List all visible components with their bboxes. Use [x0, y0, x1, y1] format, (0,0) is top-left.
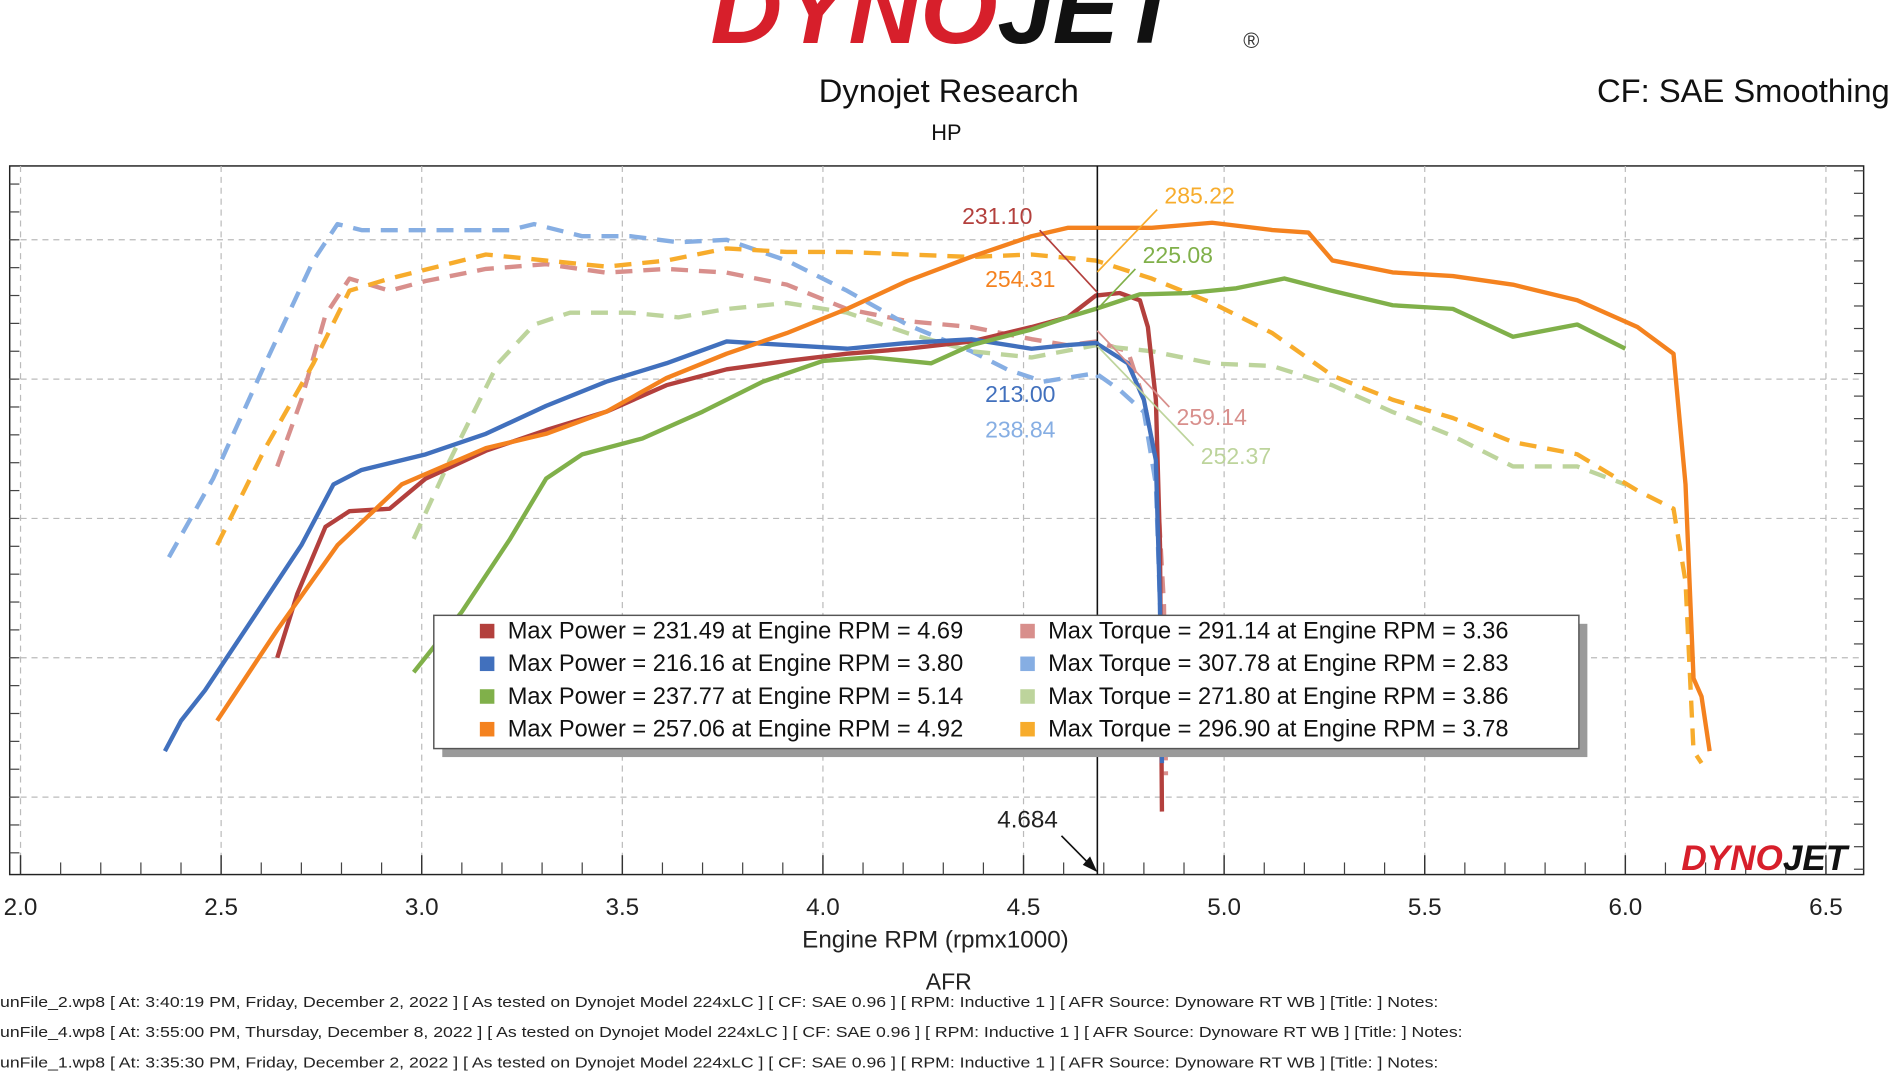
series-line	[275, 290, 1165, 812]
x-tick-label: 5.5	[1408, 894, 1442, 921]
legend-label: Max Torque = 271.80 at Engine RPM = 3.86	[1048, 684, 1508, 710]
readout-arrow	[1039, 229, 1098, 294]
cursor-arrowhead	[1082, 856, 1098, 873]
readout-arrow	[1096, 268, 1137, 310]
afr-label: AFR	[926, 969, 972, 995]
plot-area	[8, 165, 1865, 876]
legend-box	[433, 614, 1580, 750]
series-line	[167, 221, 1165, 764]
legend-label: Max Torque = 291.14 at Engine RPM = 3.36	[1048, 619, 1508, 645]
footer-line: unFile_4.wp8 [ At: 3:55:00 PM, Thursday,…	[0, 1024, 1463, 1041]
x-tick-label: 3.5	[605, 894, 639, 921]
readout-label: 225.08	[1143, 242, 1213, 268]
watermark-part: JET	[1783, 840, 1850, 879]
chart-subtitle: HP	[931, 120, 961, 145]
logo-mark: ®	[1243, 28, 1259, 53]
x-tick-label: 5.0	[1207, 894, 1241, 921]
series-line	[411, 276, 1627, 674]
readout-point	[1095, 374, 1100, 379]
series-line	[275, 262, 1169, 776]
legend-swatch	[1020, 656, 1035, 672]
x-tick-label: 3.0	[405, 894, 439, 921]
series-line	[411, 300, 1627, 540]
legend-label: Max Power = 216.16 at Engine RPM = 3.80	[508, 651, 963, 677]
legend-label: Max Torque = 296.90 at Engine RPM = 3.78	[1048, 717, 1508, 743]
cursor-label: 4.684	[997, 807, 1058, 834]
x-tick-label: 6.0	[1608, 894, 1642, 921]
readout-label: 238.84	[985, 416, 1056, 442]
watermark-part: DYNO	[1681, 840, 1783, 879]
legend-label: Max Torque = 307.78 at Engine RPM = 2.83	[1048, 651, 1508, 677]
x-tick-label: 4.5	[1007, 894, 1041, 921]
legend-label: Max Power = 257.06 at Engine RPM = 4.92	[508, 717, 963, 743]
legend-swatch	[479, 689, 495, 704]
readout-arrow	[1096, 345, 1195, 447]
legend-swatch	[479, 721, 495, 737]
x-tick-label: 6.5	[1809, 894, 1843, 921]
logo-part: JET	[998, 0, 1188, 65]
correction-label: CF: SAE Smoothing	[1597, 72, 1890, 109]
legend-swatch	[1020, 721, 1035, 737]
readout-label: 213.00	[985, 381, 1055, 407]
series-line	[215, 246, 1704, 765]
legend-swatch	[1020, 623, 1035, 639]
legend-label: Max Power = 231.49 at Engine RPM = 4.69	[508, 619, 963, 645]
legend-label: Max Power = 237.77 at Engine RPM = 5.14	[508, 684, 963, 710]
x-tick-label: 2.5	[204, 894, 238, 921]
readout-arrow	[1096, 330, 1170, 408]
legend-swatch	[1020, 689, 1035, 704]
legend-swatch	[479, 623, 495, 639]
x-tick-label: 2.0	[4, 894, 38, 921]
readout-label: 254.31	[985, 266, 1055, 292]
readout-label: 259.14	[1177, 404, 1248, 430]
watermark-logo: DYNOJET	[1681, 840, 1849, 879]
logo: DYNOJET	[711, 0, 1188, 65]
legend-swatch	[479, 656, 495, 672]
readout-arrow	[1096, 208, 1158, 273]
x-axis-label: Engine RPM (rpmx1000)	[802, 927, 1069, 954]
readout-point	[1095, 341, 1100, 345]
footer-line: unFile_2.wp8 [ At: 3:40:19 PM, Friday, D…	[0, 994, 1438, 1011]
chart-title: Dynojet Research	[819, 72, 1079, 109]
logo-part: DYNO	[711, 0, 998, 65]
readout-label: 231.10	[962, 203, 1032, 229]
readout-label: 285.22	[1164, 183, 1234, 209]
x-tick-label: 4.0	[806, 894, 840, 921]
readout-point	[1095, 225, 1100, 230]
readout-label: 252.37	[1201, 443, 1271, 469]
footer-line: unFile_1.wp8 [ At: 3:35:30 PM, Friday, D…	[0, 1055, 1438, 1072]
